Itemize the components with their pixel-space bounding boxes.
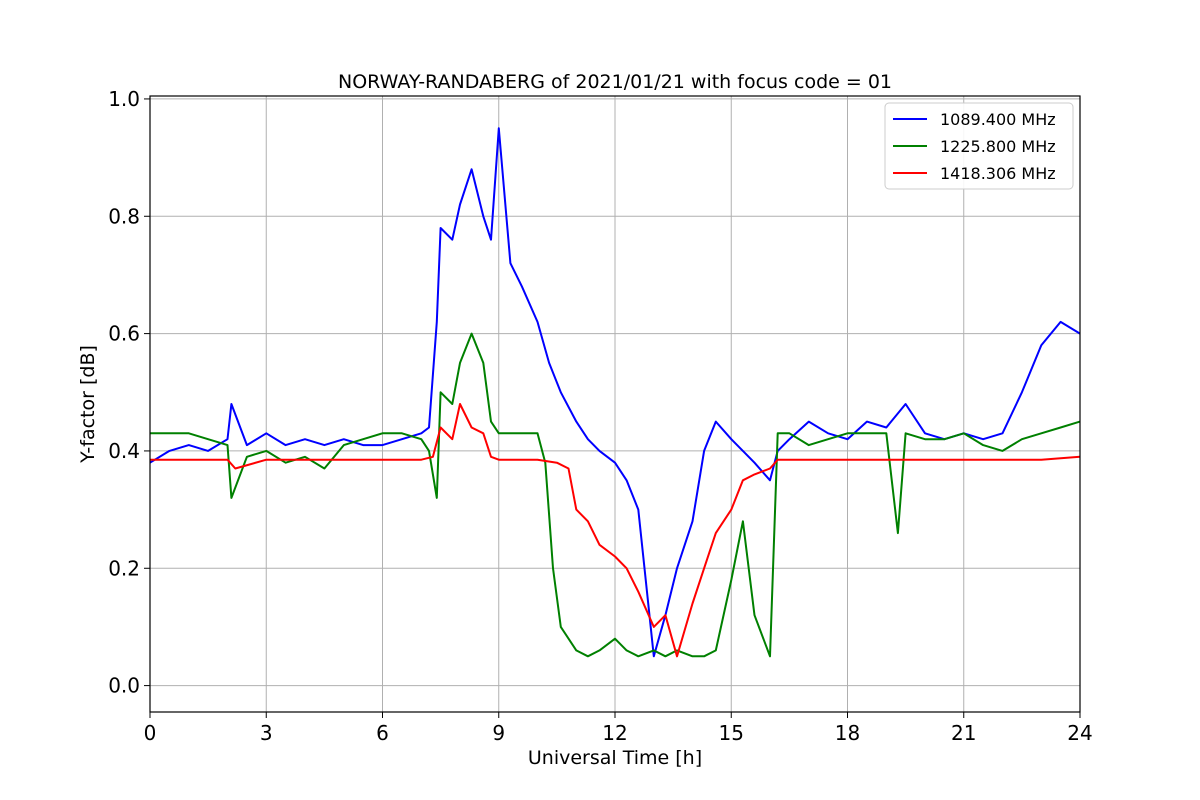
series-line [149, 127, 1081, 658]
x-tick-label: 24 [1067, 721, 1092, 745]
x-tick-label: 12 [602, 721, 627, 745]
chart-title: NORWAY-RANDABERG of 2021/01/21 with focu… [338, 71, 892, 93]
x-tick-label: 15 [719, 721, 744, 745]
series-line [150, 403, 1081, 658]
legend-label: 1418.306 MHz [940, 164, 1056, 183]
legend-box [884, 102, 1074, 190]
legend: 1089.400 MHz 1225.800 MHz 1418.306 MHz [884, 102, 1074, 190]
y-tick-label: 0.6 [108, 322, 140, 346]
y-axis-label: Y-factor [dB] [77, 345, 99, 464]
x-tick-label: 0 [144, 721, 157, 745]
y-tick-label: 0.4 [108, 439, 140, 463]
y-tick-label: 0.2 [108, 556, 140, 580]
legend-label: 1225.800 MHz [940, 137, 1056, 156]
y-tick-label: 1.0 [108, 87, 140, 111]
x-tick-label: 18 [835, 721, 860, 745]
ticks: 0 3 6 9 12 15 18 21 24 0.0 0.2 0.4 0.6 0.8 1.0 [108, 87, 1093, 745]
grid [149, 96, 1081, 712]
series-line [150, 332, 1081, 658]
x-tick-label: 9 [492, 721, 505, 745]
x-tick-label: 21 [951, 721, 976, 745]
y-tick-label: 0.8 [108, 204, 140, 228]
x-tick-label: 6 [376, 721, 389, 745]
series-layer [149, 127, 1081, 658]
legend-label: 1089.400 MHz [940, 110, 1056, 129]
x-axis-label: Universal Time [h] [528, 747, 702, 769]
x-tick-label: 3 [260, 721, 273, 745]
y-tick-label: 0.0 [108, 674, 140, 698]
